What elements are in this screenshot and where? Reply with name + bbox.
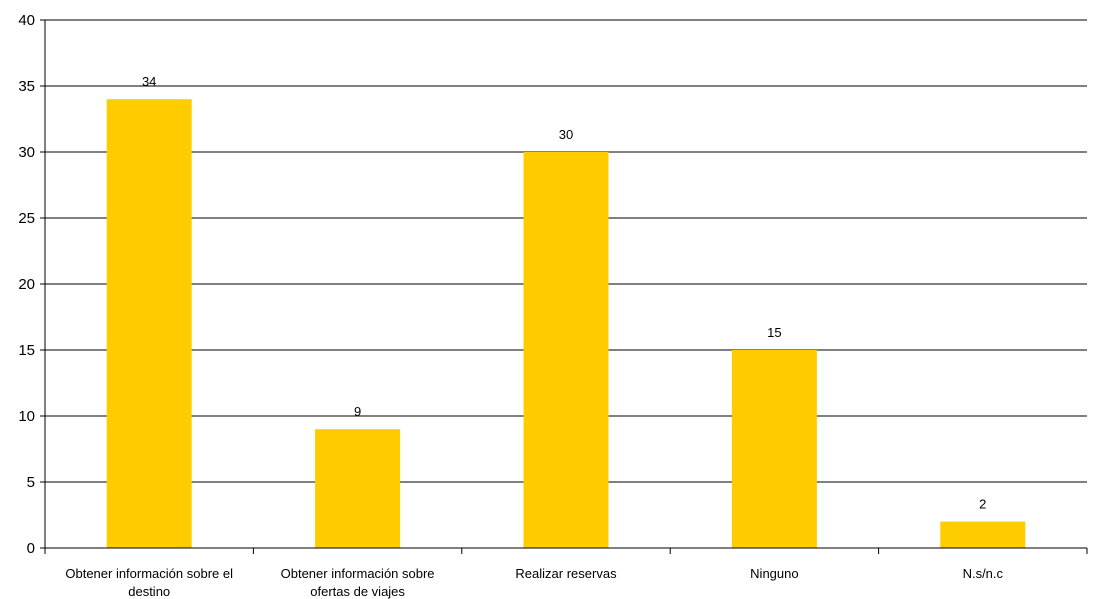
x-tick-label: Realizar reservas: [515, 566, 617, 581]
y-tick-label: 35: [18, 78, 35, 95]
y-tick-label: 15: [18, 342, 35, 359]
y-tick-label: 5: [27, 474, 35, 491]
x-tick-label-line: destino: [128, 584, 170, 599]
y-tick-label: 25: [18, 210, 35, 227]
x-tick-label-line: Obtener información sobre: [281, 566, 435, 581]
x-tick-label: Obtener información sobre el destino: [65, 566, 233, 599]
data-label: 9: [354, 404, 361, 419]
bar: [523, 152, 609, 548]
x-tick-label-line: Realizar reservas: [515, 566, 617, 581]
data-label: 34: [142, 74, 156, 89]
data-label: 30: [559, 127, 573, 142]
bar: [315, 429, 401, 548]
y-tick-label: 10: [18, 408, 35, 425]
y-tick-label: 40: [18, 12, 35, 29]
x-tick-label-line: N.s/n.c: [963, 566, 1004, 581]
y-tick-label: 20: [18, 276, 35, 293]
y-tick-label: 0: [27, 540, 35, 557]
bar: [731, 350, 817, 548]
data-label: 15: [767, 325, 781, 340]
x-tick-label: Obtener información sobre ofertas de viaj…: [281, 566, 435, 599]
data-label: 2: [979, 497, 986, 512]
axes: [40, 19, 1088, 554]
bar: [940, 521, 1026, 548]
labels: 0 5 10 15 20 25 30 35 40 34 Obtener información so…: [18, 12, 1003, 599]
bar: [106, 99, 192, 548]
x-tick-label: Ninguno: [750, 566, 798, 581]
x-tick-label: N.s/n.c: [963, 566, 1004, 581]
bars: [106, 99, 1026, 548]
x-tick-label-line: Ninguno: [750, 566, 798, 581]
y-tick-label: 30: [18, 144, 35, 161]
x-tick-label-line: Obtener información sobre el: [65, 566, 233, 581]
x-tick-label-line: ofertas de viajes: [310, 584, 405, 599]
